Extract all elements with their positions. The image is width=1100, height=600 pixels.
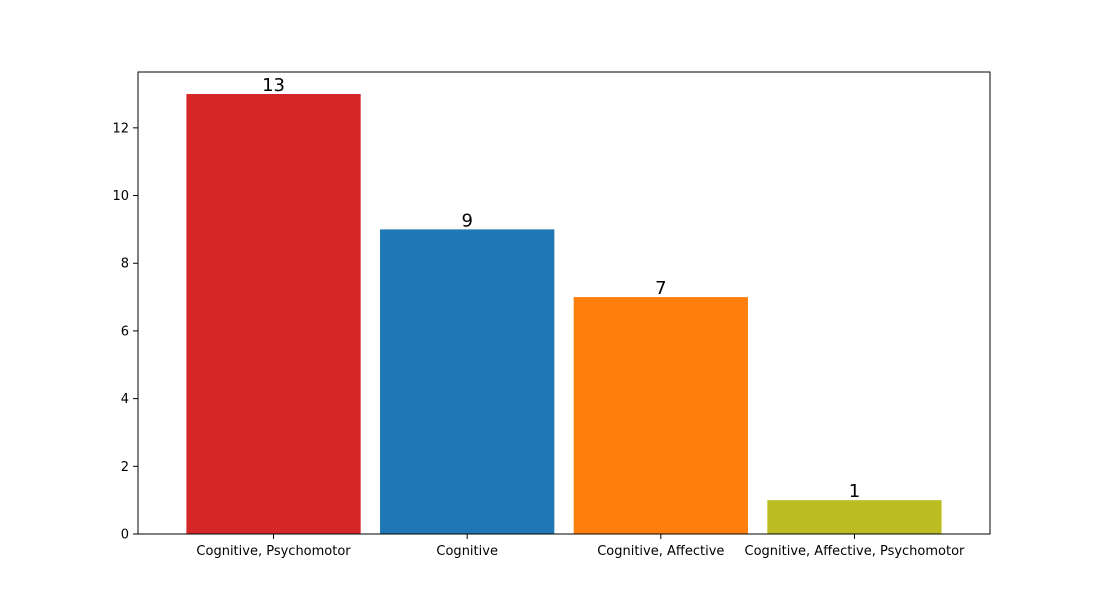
x-tick-label-0: Cognitive, Psychomotor xyxy=(196,544,351,559)
y-tick-label-0: 0 xyxy=(121,528,129,543)
y-tick-label-3: 6 xyxy=(121,324,129,339)
bar-3 xyxy=(767,500,942,534)
data-label-0: 13 xyxy=(262,75,285,96)
y-tick-label-5: 10 xyxy=(112,189,129,204)
data-labels-layer: 13 9 7 1 xyxy=(262,75,860,502)
x-tick-label-3: Cognitive, Affective, Psychomotor xyxy=(745,544,966,559)
axes-layer: 0 2 4 6 8 10 12 Cognitive, Psychomotor Cognitive… xyxy=(112,71,991,559)
data-label-3: 1 xyxy=(849,481,860,502)
bar-1 xyxy=(380,229,555,534)
x-tick-label-2: Cognitive, Affective xyxy=(597,544,724,559)
data-label-1: 9 xyxy=(461,210,472,231)
x-tick-label-1: Cognitive xyxy=(436,544,498,559)
bar-2 xyxy=(573,297,748,534)
y-tick-label-1: 2 xyxy=(121,460,129,475)
data-label-2: 7 xyxy=(655,278,666,299)
bars-layer xyxy=(186,94,942,534)
plot-frame xyxy=(137,71,991,535)
y-tick-label-2: 4 xyxy=(121,392,129,407)
y-tick-label-6: 12 xyxy=(112,121,129,136)
bar-0 xyxy=(186,94,361,534)
y-tick-label-4: 8 xyxy=(121,257,129,272)
